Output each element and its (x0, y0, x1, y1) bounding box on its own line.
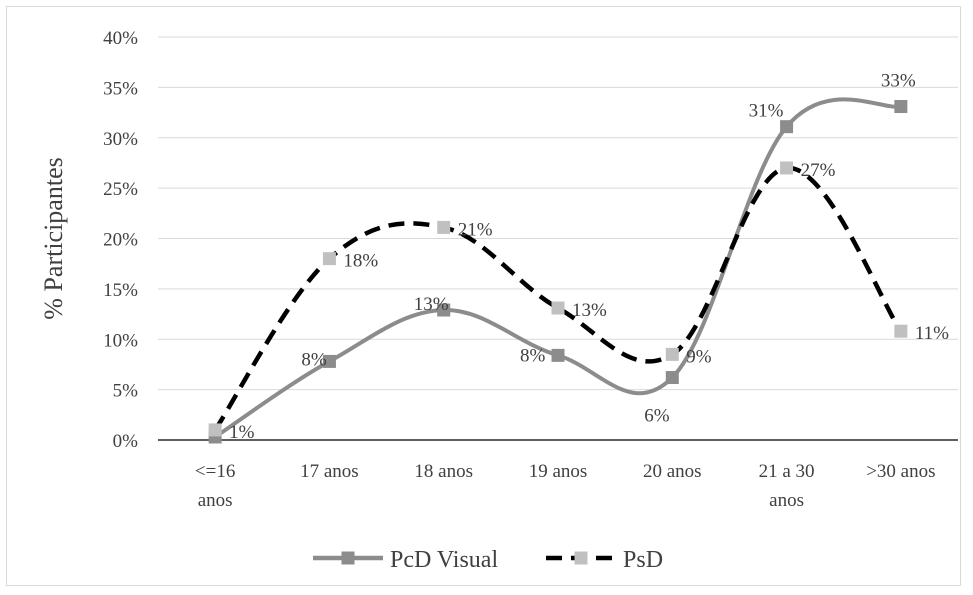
x-tick-label: anos (769, 490, 804, 511)
data-point (322, 252, 336, 266)
legend-label: PcD Visual (390, 547, 498, 573)
legend-marker (341, 551, 355, 565)
y-tick-label: 30% (103, 129, 138, 150)
x-tick-label: 19 anos (529, 461, 588, 482)
y-tick-label: 35% (103, 78, 138, 99)
data-point (322, 354, 336, 368)
data-label: 11% (915, 323, 949, 344)
data-label: 18% (343, 251, 378, 272)
y-axis-title: % Participantes (39, 157, 68, 319)
x-tick-label: >30 anos (866, 461, 935, 482)
data-point (780, 161, 794, 175)
x-tick-label: 18 anos (414, 461, 473, 482)
data-label: 27% (801, 160, 836, 181)
y-tick-label: 0% (113, 431, 139, 452)
x-tick-label: 20 anos (643, 461, 702, 482)
legend-marker (574, 551, 588, 565)
data-point (665, 347, 679, 361)
data-point (551, 301, 565, 315)
x-tick-label: 17 anos (300, 461, 359, 482)
y-tick-label: 10% (103, 330, 138, 351)
chart-frame (6, 6, 961, 586)
data-point (665, 371, 679, 385)
data-point (894, 324, 908, 338)
data-label: 6% (644, 406, 670, 427)
data-point (208, 423, 222, 437)
data-label: 9% (686, 346, 712, 367)
data-label: 21% (458, 219, 493, 240)
series-line-0 (214, 97, 902, 439)
data-label: 13% (572, 300, 607, 321)
data-label: 8% (520, 345, 546, 366)
x-tick-label: anos (198, 490, 233, 511)
data-label: 33% (881, 71, 916, 92)
data-point (780, 120, 794, 134)
y-tick-label: 25% (103, 179, 138, 200)
data-point (437, 303, 451, 317)
data-label: 13% (414, 294, 449, 315)
y-tick-label: 5% (113, 381, 139, 402)
data-label: 1% (229, 422, 255, 443)
y-tick-label: 15% (103, 280, 138, 301)
data-point (894, 100, 908, 114)
data-label: 8% (301, 349, 327, 370)
data-point (551, 348, 565, 362)
x-tick-label: <=16 (195, 461, 235, 482)
x-tick-label: 21 a 30 (759, 461, 815, 482)
data-label: 31% (749, 101, 784, 122)
y-tick-label: 20% (103, 230, 138, 251)
y-tick-label: 40% (103, 28, 138, 49)
data-point (437, 220, 451, 234)
legend-label: PsD (623, 547, 663, 573)
series-line-1 (213, 165, 903, 432)
